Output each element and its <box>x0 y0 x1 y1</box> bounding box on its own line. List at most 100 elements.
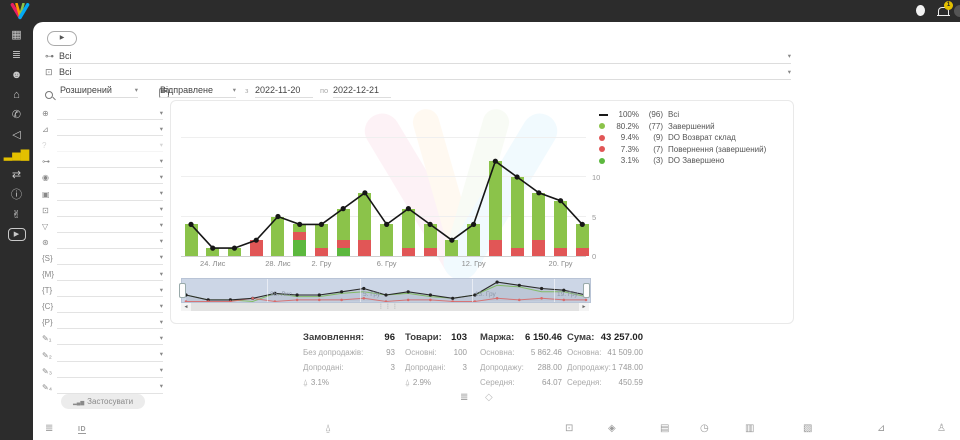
sidebar-item-info[interactable]: ⓘ <box>11 189 22 201</box>
stat-sub-value: 3 <box>462 363 467 372</box>
legend-dot-key <box>599 157 612 164</box>
filter-select[interactable]: ▾ <box>57 122 163 137</box>
legend-item[interactable]: 3.1% (3) DO Завершено <box>599 155 724 166</box>
chevron-down-icon: ▾ <box>159 173 163 181</box>
bar-segment <box>206 248 220 256</box>
filter-row-bracket-m[interactable]: {M} ▾ <box>42 267 163 281</box>
filter-select[interactable]: ▾ <box>57 299 163 314</box>
filter-select[interactable]: ▾ <box>57 138 163 153</box>
stat-value: 96 <box>384 332 395 343</box>
date-to-input[interactable]: 2022-12-21 <box>333 83 391 98</box>
filter-select[interactable]: ▾ <box>57 331 163 346</box>
filter-row-bracket-c[interactable]: {C} ▾ <box>42 299 163 314</box>
sidebar-item-analytics[interactable]: ▂▅▇ <box>3 149 30 161</box>
legend-count: (7) <box>653 144 663 154</box>
filter-row-pencil-4[interactable]: ✎₄ ▾ <box>42 380 163 394</box>
package-icon: ⊡ <box>45 67 53 77</box>
sidebar-item-customers[interactable]: ☻ <box>10 69 23 81</box>
search-mode-select[interactable]: Розширений ▾ <box>60 83 138 98</box>
filter-row-pencil-1[interactable]: ✎₁ ▾ <box>42 331 163 346</box>
stat-sub-value: 3 <box>390 363 395 372</box>
filter-select[interactable]: ▾ <box>57 348 163 362</box>
legend-item[interactable]: 7.3% (7) Повернення (завершений) <box>599 144 766 155</box>
filter-select[interactable]: ▾ <box>57 170 163 185</box>
sidebar-item-announcements[interactable]: ◁ <box>12 129 21 141</box>
bracket-p-icon: {P} <box>42 318 53 328</box>
calendar-edit-icon[interactable]: ▧ <box>803 423 813 434</box>
sidebar-item-orders[interactable]: ≣ <box>11 49 22 61</box>
filter-row-globe-grid[interactable]: ⊛ ▾ <box>42 235 163 249</box>
bag-icon[interactable]: ⍙ <box>325 423 331 434</box>
status-group-select[interactable]: Всі ▾ <box>59 49 791 64</box>
filter-select[interactable]: ▾ <box>57 283 163 298</box>
filter-row-bracket-s[interactable]: {S} ▾ <box>42 251 163 265</box>
package-icon[interactable]: ◈ <box>608 423 616 434</box>
person-icon[interactable]: ♙ <box>937 423 946 434</box>
sidebar-item-calls[interactable]: ✆ <box>11 109 22 121</box>
date-type-select[interactable]: Відправлене ▾ <box>160 83 236 98</box>
legend-item[interactable]: 100% (96) Всі <box>599 109 679 120</box>
bar-segment <box>510 177 524 249</box>
scrollbar-grip[interactable]: ⋮⋮⋮ <box>378 304 399 310</box>
navigator-left-handle[interactable] <box>179 283 186 298</box>
sidebar-item-integrations[interactable]: ⇄ <box>11 169 22 181</box>
filter-row-funnel[interactable]: ▽ ▾ <box>42 219 163 233</box>
scroll-right-arrow[interactable]: ► <box>579 303 589 311</box>
navigator-right-handle[interactable] <box>583 283 590 298</box>
sidebar-item-dashboard[interactable]: ▦ <box>11 29 22 41</box>
filter-row-banknote[interactable]: ⊡ ▾ <box>42 203 163 217</box>
search-row: Розширений ▾ Відправлене ▾ з 2022-11-20 … <box>45 83 391 99</box>
product-group-select[interactable]: Всі ▾ <box>59 65 791 80</box>
banknote-icon[interactable]: ⊡ <box>565 423 574 434</box>
apply-button[interactable]: ▂▄▆ Застосувати <box>61 394 145 409</box>
date-from-input[interactable]: 2022-11-20 <box>255 83 313 98</box>
navigator-scrollbar[interactable]: ◄ ⋮⋮⋮ ► <box>181 303 589 311</box>
filter-row-pencil-2[interactable]: ✎₂ ▾ <box>42 348 163 362</box>
notification-bell-icon[interactable] <box>937 7 950 16</box>
filter-row-bracket-t[interactable]: {T} ▾ <box>42 283 163 298</box>
stat-title: Замовлення: <box>303 332 365 343</box>
filter-select[interactable]: ▾ <box>57 219 163 233</box>
sidebar-item-video[interactable]: ▶ <box>0 228 33 241</box>
filter-row-package[interactable]: ▣ ▾ <box>42 187 163 201</box>
filter-row-bracket-p[interactable]: {P} ▾ <box>42 315 163 330</box>
calendar-icon[interactable]: ▤ <box>660 423 670 434</box>
list-icon[interactable]: ≣ <box>45 423 54 434</box>
sidebar-item-company[interactable]: ⌂ <box>13 89 20 101</box>
filter-select[interactable]: ▾ <box>57 154 163 169</box>
stopwatch-icon[interactable]: ◷ <box>700 423 709 434</box>
legend-item[interactable]: 80.2% (77) Завершений <box>599 121 715 132</box>
id-icon[interactable]: ID <box>78 426 86 434</box>
chart-navigator[interactable]: 28. Лис 5. Гру 13. Гру 19. Гру <box>181 278 591 303</box>
filter-row-question[interactable]: ? ▾ <box>42 138 163 153</box>
x-tick-label: 24. Лис <box>200 259 226 268</box>
filter-select[interactable]: ▾ <box>57 364 163 378</box>
avatar-partial-icon[interactable] <box>954 5 960 17</box>
filter-row-nodes[interactable]: ⊶ ▾ <box>42 154 163 169</box>
basket-icon: ⍙ <box>405 377 410 387</box>
ramp-icon[interactable]: ⊿ <box>877 423 886 434</box>
filter-select[interactable]: ▾ <box>57 251 163 265</box>
list-view-icon[interactable]: ≣ <box>460 392 469 403</box>
filter-select[interactable]: ▾ <box>57 187 163 201</box>
filter-row-ramp[interactable]: ⊿ ▾ <box>42 122 163 137</box>
question-icon: ? <box>42 141 47 151</box>
filter-select[interactable]: ▾ <box>57 203 163 217</box>
filter-row-pencil-3[interactable]: ✎₃ ▾ <box>42 364 163 378</box>
user-icon[interactable] <box>916 5 925 16</box>
filter-select[interactable]: ▾ <box>57 315 163 330</box>
filter-select[interactable]: ▾ <box>57 267 163 281</box>
x-tick-label: 6. Гру <box>376 259 397 268</box>
bar-segment <box>575 248 589 256</box>
calendar-check-icon[interactable]: ▥ <box>745 423 755 434</box>
sidebar-item-partners[interactable]: ✌ <box>11 209 22 221</box>
filter-select[interactable]: ▾ <box>57 380 163 394</box>
legend-item[interactable]: 9.4% (9) DO Возврат склад <box>599 132 736 143</box>
filter-select[interactable]: ▾ <box>57 235 163 249</box>
filter-select[interactable]: ▾ <box>57 106 163 120</box>
play-help-button[interactable]: ▶ <box>47 31 77 46</box>
filter-row-fingerprint[interactable]: ◉ ▾ <box>42 170 163 185</box>
cube-view-icon[interactable]: ◇ <box>485 392 493 403</box>
scroll-left-arrow[interactable]: ◄ <box>181 303 191 311</box>
filter-row-globe[interactable]: ⊕ ▾ <box>42 106 163 120</box>
